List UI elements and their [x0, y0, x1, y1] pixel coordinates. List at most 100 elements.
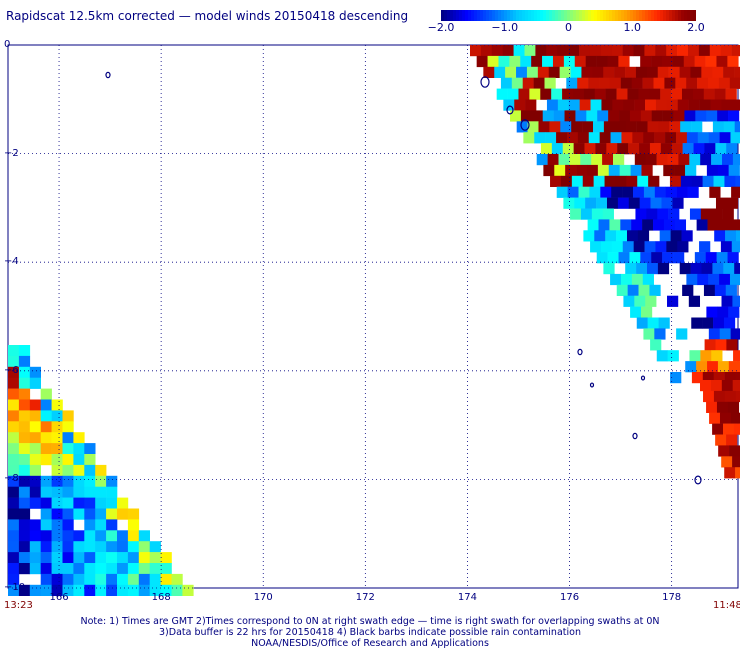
data-cell	[40, 432, 52, 444]
data-cell	[715, 434, 727, 446]
data-cell	[568, 45, 580, 57]
data-cell	[703, 88, 715, 100]
data-cell	[540, 88, 552, 100]
data-cell	[51, 573, 63, 586]
data-cell	[680, 175, 693, 187]
data-cell	[84, 464, 96, 477]
data-cell	[620, 77, 633, 89]
data-cell	[726, 197, 739, 209]
data-cell	[670, 372, 682, 384]
note-line-1: Note: 1) Times are GMT 2)Times correspon…	[80, 616, 660, 627]
island-outline	[640, 375, 646, 381]
colorbar-segment	[450, 10, 454, 21]
data-cell	[723, 423, 735, 435]
data-cell	[563, 197, 575, 209]
data-cell	[584, 143, 596, 155]
colorbar-segment	[468, 10, 472, 21]
data-cell	[637, 175, 649, 187]
data-cell	[616, 88, 628, 100]
data-cell	[634, 295, 646, 307]
data-cell	[160, 573, 172, 586]
data-cell	[706, 164, 719, 177]
data-cell	[40, 388, 52, 400]
data-cell	[600, 186, 612, 198]
data-cell	[637, 230, 650, 242]
colorbar-segment	[639, 10, 643, 21]
data-cell	[618, 55, 630, 68]
data-cell	[589, 186, 601, 198]
data-cell	[51, 552, 63, 564]
data-cell	[730, 132, 740, 144]
data-cell	[127, 519, 140, 531]
data-cell	[645, 154, 657, 166]
data-cell	[727, 55, 739, 68]
data-cell	[718, 77, 731, 89]
data-cell	[690, 263, 702, 275]
colorbar-segment	[570, 10, 574, 21]
data-cell	[697, 77, 709, 89]
data-cell	[566, 132, 579, 144]
data-cell	[689, 154, 701, 166]
data-cell	[160, 552, 172, 564]
data-cell	[712, 263, 724, 275]
data-cell	[73, 432, 85, 444]
colorbar-segment	[552, 10, 556, 21]
data-cell	[606, 143, 618, 155]
data-cell	[608, 110, 620, 122]
data-cell	[702, 372, 715, 384]
colorbar-segment	[519, 10, 523, 21]
data-cell	[610, 132, 622, 144]
data-cell	[658, 317, 670, 329]
data-cell	[51, 432, 63, 444]
data-cell	[663, 219, 676, 231]
data-cell	[95, 486, 107, 498]
time-right-label: 11:48	[713, 600, 740, 611]
island-outline	[577, 348, 583, 356]
colorbar-segment	[522, 10, 526, 21]
colorbar-segment	[630, 10, 634, 21]
data-cell	[730, 328, 740, 340]
data-cell	[590, 241, 602, 253]
data-cell	[595, 143, 607, 155]
data-cell	[645, 295, 657, 307]
data-cell	[8, 584, 20, 596]
data-cell	[62, 497, 74, 509]
data-cell	[617, 197, 630, 209]
data-cell	[704, 339, 716, 351]
colorbar-segment	[471, 10, 475, 21]
data-cell	[149, 563, 161, 575]
data-cell	[542, 110, 554, 122]
data-cell	[51, 443, 63, 455]
data-cell	[604, 175, 616, 187]
data-cell	[29, 563, 41, 575]
data-cell	[538, 121, 550, 133]
data-cell	[569, 154, 581, 166]
data-cell	[643, 328, 655, 340]
data-cell	[712, 121, 725, 133]
data-cell	[571, 121, 583, 133]
data-cell	[95, 584, 107, 596]
data-cell	[117, 508, 129, 520]
map-title: Rapidscat 12.5km corrected — model winds…	[6, 9, 409, 23]
data-cell	[8, 552, 20, 564]
data-cell	[617, 143, 629, 155]
data-cell	[665, 186, 677, 198]
colorbar-segment	[621, 10, 625, 21]
data-cell	[8, 454, 20, 466]
data-cell	[613, 154, 625, 166]
data-cell	[62, 508, 74, 520]
data-cell	[598, 219, 610, 231]
data-cell	[633, 45, 645, 57]
data-cell	[731, 186, 740, 198]
data-cell	[672, 55, 685, 68]
data-cell	[73, 552, 85, 564]
data-cell	[40, 443, 52, 455]
data-cell	[609, 219, 621, 231]
colorbar-segment	[612, 10, 616, 21]
data-cell	[640, 110, 653, 122]
island-outline	[105, 71, 111, 79]
colorbar-segment	[693, 10, 696, 21]
data-cell	[531, 55, 543, 68]
data-cell	[620, 219, 632, 231]
data-cell	[73, 486, 85, 498]
